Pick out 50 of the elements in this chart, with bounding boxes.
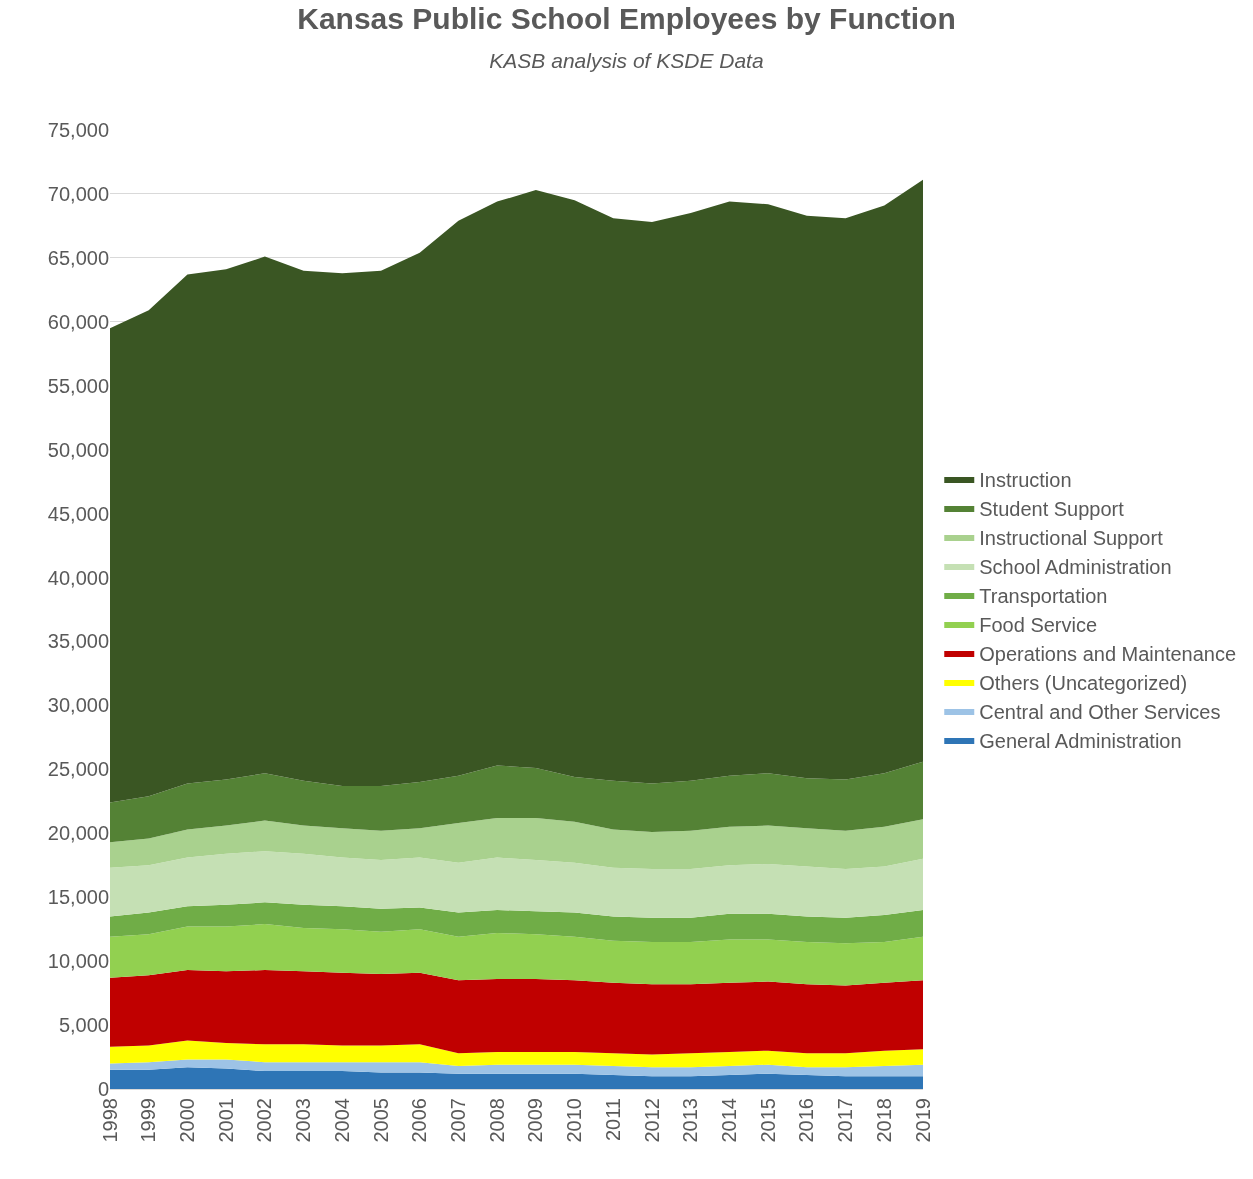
x-tick-label: 2003 [292, 1098, 315, 1143]
x-tick-label: 2017 [834, 1098, 857, 1143]
legend-label: Transportation [979, 584, 1108, 607]
legend-label: General Administration [979, 729, 1182, 752]
y-tick-label: 65,000 [47, 246, 109, 269]
x-tick-label: 2014 [717, 1098, 740, 1143]
y-tick-label: 50,000 [47, 438, 109, 461]
y-tick-label: 75,000 [47, 119, 109, 141]
y-tick-label: 45,000 [47, 502, 109, 525]
y-tick-label: 5,000 [58, 1014, 109, 1037]
chart-title: Kansas Public School Employees by Function [297, 2, 956, 36]
x-tick-label: 2008 [485, 1098, 508, 1143]
legend-label: Instructional Support [979, 526, 1164, 549]
x-tick-label: 2015 [756, 1098, 779, 1143]
x-tick-label: 2004 [330, 1098, 353, 1143]
x-tick-label: 1998 [98, 1098, 121, 1143]
y-tick-label: 10,000 [47, 950, 109, 973]
y-tick-label: 40,000 [47, 566, 109, 589]
y-tick-label: 70,000 [47, 182, 109, 205]
y-tick-label: 35,000 [47, 630, 109, 653]
legend-label: Others (Uncategorized) [979, 671, 1188, 694]
legend-label: Operations and Maintenance [979, 642, 1237, 665]
x-tick-label: 2018 [872, 1098, 895, 1143]
x-tick-label: 2006 [408, 1098, 431, 1143]
legend-label: Central and Other Services [979, 700, 1221, 723]
x-tick-label: 2013 [679, 1098, 702, 1143]
x-tick-label: 2007 [446, 1098, 469, 1143]
y-tick-label: 25,000 [47, 758, 109, 781]
y-tick-label: 55,000 [47, 374, 109, 397]
chart-subtitle: KASB analysis of KSDE Data [489, 49, 764, 73]
x-tick-label: 2002 [253, 1098, 276, 1143]
y-tick-label: 15,000 [47, 886, 109, 909]
x-tick-label: 2011 [601, 1098, 624, 1142]
x-tick-label: 2016 [795, 1098, 818, 1143]
x-tick-label: 1999 [137, 1098, 160, 1143]
legend-label: Food Service [979, 613, 1098, 636]
y-tick-label: 60,000 [47, 310, 109, 333]
x-tick-label: 2001 [214, 1098, 237, 1143]
x-tick-label: 2010 [563, 1098, 586, 1143]
x-tick-label: 2009 [524, 1098, 547, 1143]
legend-label: Instruction [979, 468, 1072, 491]
y-tick-label: 0 [97, 1078, 109, 1100]
legend-label: School Administration [979, 555, 1172, 578]
x-tick-label: 2005 [369, 1098, 392, 1143]
x-tick-label: 2000 [175, 1098, 198, 1143]
y-tick-label: 30,000 [47, 694, 109, 717]
x-tick-label: 2019 [911, 1098, 934, 1143]
y-tick-label: 20,000 [47, 822, 109, 845]
x-tick-label: 2012 [640, 1098, 663, 1143]
legend-label: Student Support [979, 497, 1125, 520]
